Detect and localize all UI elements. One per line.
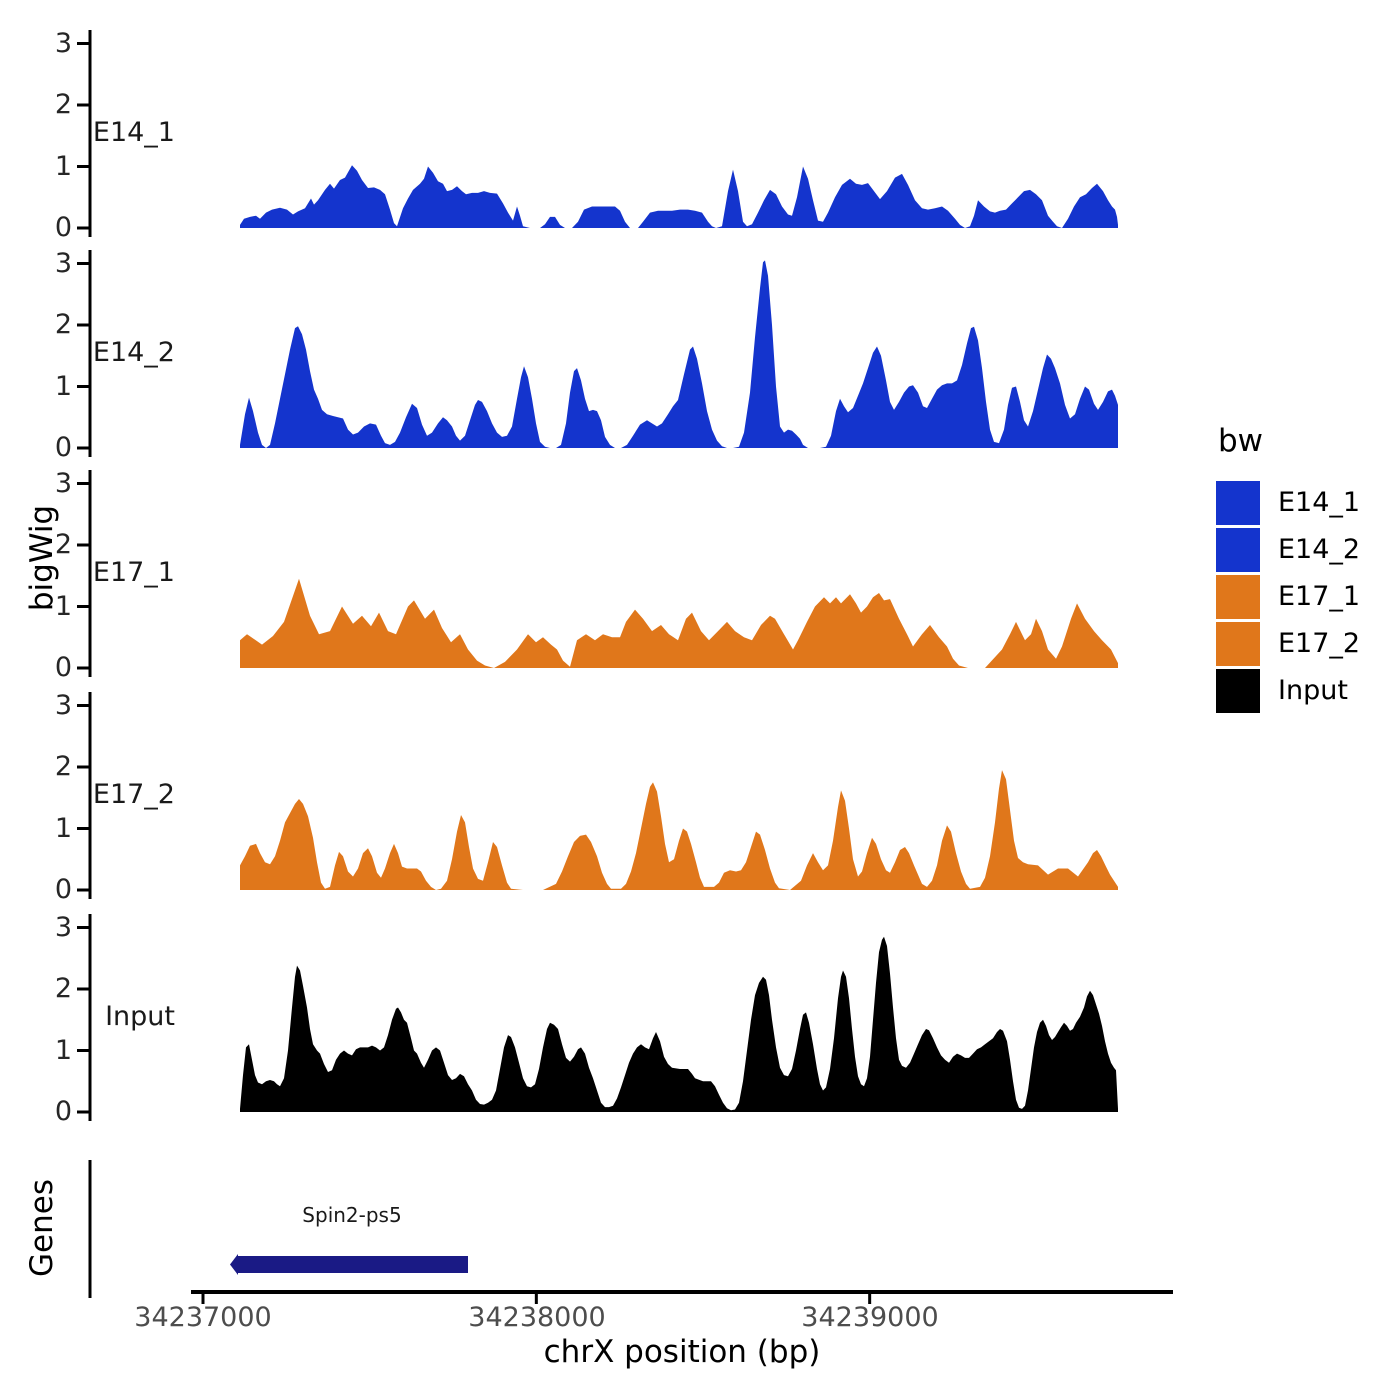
y-axis-tick <box>77 262 90 265</box>
y-axis-tick <box>77 926 90 929</box>
track-label-e17-1: E17_1 <box>92 557 175 588</box>
y-axis-tick <box>77 765 90 769</box>
track-label-e14-2: E14_2 <box>92 337 175 368</box>
legend-item-e17-1: E17_1 <box>1216 573 1360 620</box>
track-area-E17_1 <box>240 578 1118 668</box>
track-label-input: Input <box>105 1001 175 1032</box>
legend-label-e17-1: E17_1 <box>1278 580 1361 612</box>
y-axis-tick <box>77 226 90 230</box>
y-axis-line <box>88 692 92 899</box>
y-axis-tick <box>77 165 90 168</box>
y-axis-tick <box>77 543 90 547</box>
y-tick-label: 0 <box>54 652 72 683</box>
y-axis-tick <box>77 605 90 608</box>
track-area-E14_1 <box>240 165 1118 228</box>
legend: bw E14_1 E14_2 E17_1 E17_2 Input <box>1216 423 1360 714</box>
legend-swatch-e17-1 <box>1216 574 1260 619</box>
y-axis-line <box>88 30 92 237</box>
legend-label-input: Input <box>1278 674 1348 706</box>
x-tick-label-34237000: 34237000 <box>134 1302 272 1333</box>
y-axis-tick <box>77 482 90 485</box>
x-axis-line <box>191 1290 1173 1294</box>
track-area-Input <box>240 936 1118 1112</box>
track-label-e17-2: E17_2 <box>92 779 175 810</box>
y-tick-label: 1 <box>54 370 72 402</box>
x-tick-label-34238000: 34238000 <box>468 1302 606 1333</box>
legend-item-e14-2: E14_2 <box>1216 526 1360 573</box>
y-axis-tick <box>77 385 90 388</box>
y-tick-label: 3 <box>54 911 72 943</box>
legend-title: bw <box>1218 423 1264 459</box>
track-label-e14-1: E14_1 <box>92 117 175 148</box>
y-axis-tick <box>77 1110 90 1114</box>
legend-label-e14-2: E14_2 <box>1278 533 1361 565</box>
y-axis-tick <box>77 42 90 45</box>
y-tick-label: 3 <box>54 689 72 721</box>
y-tick-label: 2 <box>54 309 72 340</box>
y-axis-tick <box>77 827 90 830</box>
y-tick-label: 1 <box>54 590 72 622</box>
x-axis-title: chrX position (bp) <box>543 1334 821 1370</box>
y-axis-tick <box>77 323 90 327</box>
y-tick-label: 3 <box>54 467 72 499</box>
y-tick-label: 2 <box>54 973 72 1004</box>
genes-axis-line <box>88 1160 92 1298</box>
legend-swatch-e14-1 <box>1216 480 1260 525</box>
y-tick-label: 0 <box>54 874 72 905</box>
y-tick-label: 2 <box>54 529 72 560</box>
y-tick-label: 1 <box>54 812 72 844</box>
y-axis-tick <box>77 704 90 707</box>
y-tick-label: 0 <box>54 212 72 243</box>
legend-item-e17-2: E17_2 <box>1216 620 1360 667</box>
x-axis-tick <box>201 1292 205 1304</box>
x-axis-tick <box>534 1292 538 1304</box>
legend-swatch-e17-2 <box>1216 621 1260 666</box>
y-axis-tick <box>77 446 90 450</box>
gene-name-label: Spin2-ps5 <box>302 1203 402 1227</box>
y-axis-tick <box>77 888 90 892</box>
x-tick-label-34239000: 34239000 <box>801 1302 939 1333</box>
legend-label-e14-1: E14_1 <box>1278 486 1361 518</box>
x-axis-tick <box>868 1292 872 1304</box>
y-axis-tick <box>77 987 90 991</box>
legend-item-input: Input <box>1216 667 1360 714</box>
y-tick-label: 3 <box>54 27 72 59</box>
gene-bar <box>238 1256 468 1273</box>
legend-item-e14-1: E14_1 <box>1216 479 1360 526</box>
track-area-E14_2 <box>240 260 1118 448</box>
y-tick-label: 2 <box>54 89 72 120</box>
genes-panel-title: Genes <box>24 1179 60 1277</box>
track-area-E17_2 <box>240 770 1118 890</box>
legend-label-e17-2: E17_2 <box>1278 627 1361 659</box>
y-tick-label: 2 <box>54 751 72 782</box>
gene-direction-arrow <box>230 1254 238 1275</box>
y-axis-tick <box>77 103 90 107</box>
y-tick-label: 1 <box>54 1034 72 1066</box>
legend-swatch-input <box>1216 668 1260 713</box>
y-axis-line <box>88 250 92 457</box>
y-tick-label: 3 <box>54 247 72 279</box>
legend-swatch-e14-2 <box>1216 527 1260 572</box>
y-tick-label: 1 <box>54 150 72 182</box>
y-axis-tick <box>77 666 90 670</box>
y-axis-line <box>88 914 92 1121</box>
y-tick-label: 0 <box>54 432 72 463</box>
y-axis-line <box>88 470 92 677</box>
y-axis-tick <box>77 1049 90 1052</box>
y-tick-label: 0 <box>54 1096 72 1127</box>
